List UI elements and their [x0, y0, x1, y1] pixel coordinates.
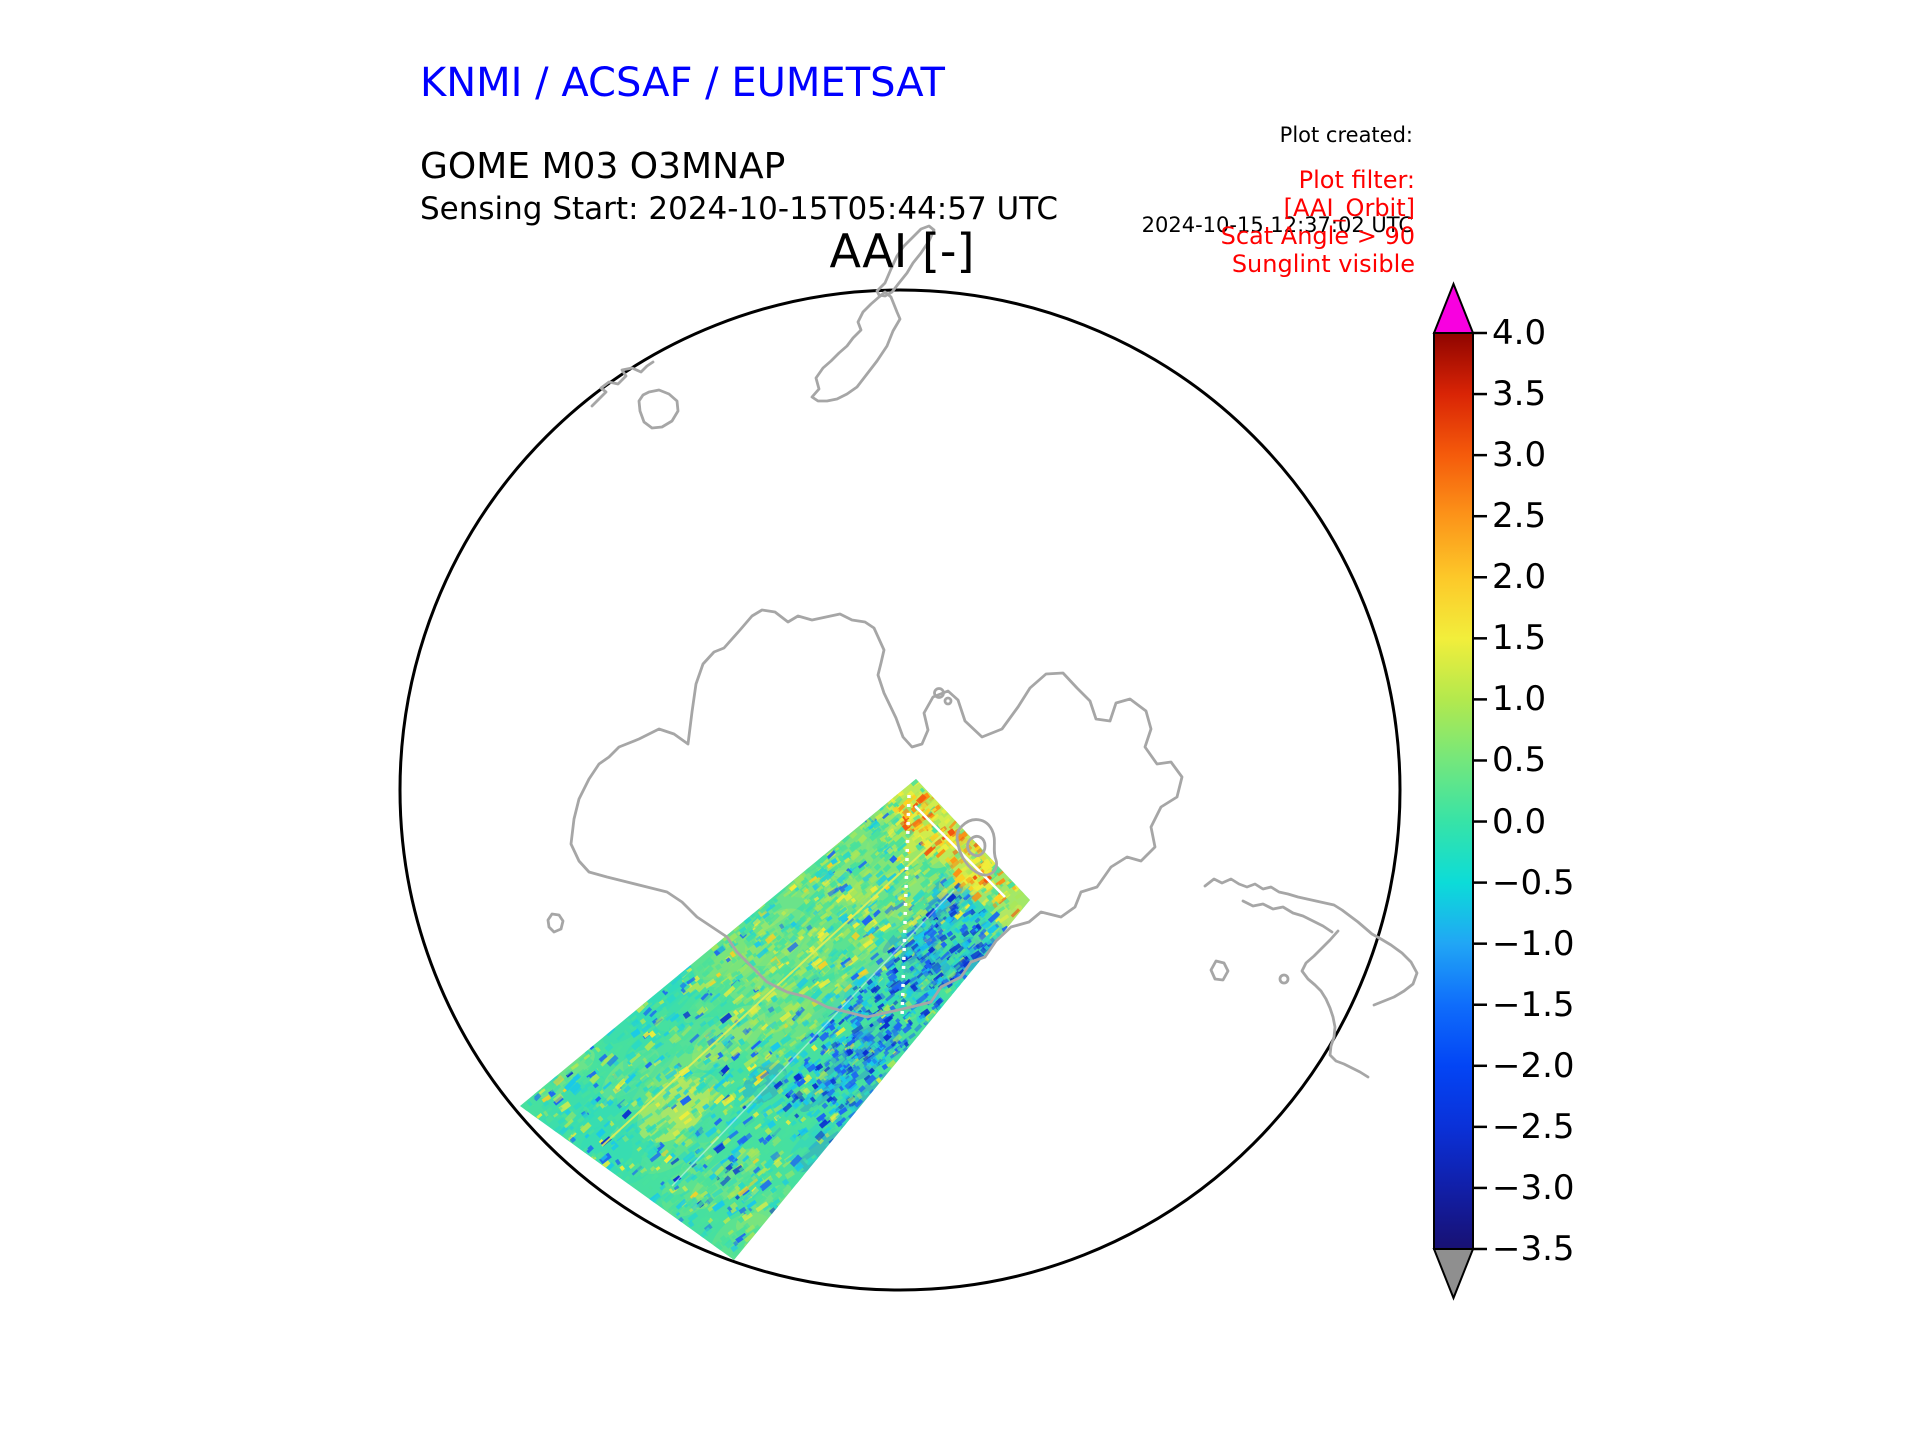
- colorbar-tick-label: 2.0: [1492, 557, 1547, 598]
- colorbar-tick-label: 3.5: [1492, 374, 1547, 415]
- colorbar-ticks: [1473, 331, 1487, 1251]
- coast-australia: [590, 360, 655, 408]
- projection-boundary-circle: [398, 288, 1402, 1292]
- coastlines: [546, 224, 1419, 1079]
- sensing-start-timestamp: Sensing Start: 2024-10-15T05:44:57 UTC: [420, 191, 1058, 227]
- plot-filter-line: Sunglint visible: [1231, 250, 1415, 278]
- colorbar: [1432, 281, 1487, 1301]
- island-dot-1: [933, 687, 945, 699]
- colorbar-tick-label: 3.0: [1492, 435, 1547, 476]
- colorbar-gradient-bar: [1433, 332, 1474, 1250]
- colorbar-tick-label: 0.0: [1492, 801, 1547, 842]
- colorbar-tick-label: 1.5: [1492, 618, 1547, 659]
- coast-magellan-strait: [1241, 899, 1334, 934]
- plot-created-value: 2024-10-15 12:37:02 UTC: [1141, 213, 1413, 237]
- coast-new-zealand-north: [875, 224, 936, 298]
- colorbar-tick-label: 4.0: [1492, 313, 1547, 353]
- cloud-streak-blue: [819, 1158, 882, 1253]
- colorbar-tick-label: −1.5: [1492, 984, 1575, 1025]
- product-name: GOME M03 O3MNAP: [420, 146, 786, 187]
- plot-filter-line: Plot filter:: [1298, 166, 1415, 194]
- colorbar-tick-label: −0.5: [1492, 862, 1575, 903]
- org-title: KNMI / ACSAF / EUMETSAT: [420, 60, 945, 106]
- coast-new-zealand-south: [810, 290, 902, 403]
- colorbar-tick-label: 0.5: [1492, 740, 1547, 781]
- island-dot-3: [1278, 973, 1290, 985]
- scan-seam-yellow: [601, 831, 946, 1147]
- island-falkland: [1209, 959, 1230, 982]
- colorbar-tick-label: −2.5: [1492, 1106, 1575, 1147]
- plot-created-label: Plot created:: [1279, 123, 1413, 147]
- plot-created-block: Plot created: 2024-10-15 12:37:02 UTC: [1142, 60, 1413, 300]
- plot-filter-note: Plot filter: [AAI_Orbit] Scat Angle > 90 Su…: [1221, 166, 1415, 278]
- coast-antarctica: [569, 608, 1184, 1019]
- island-small-west: [546, 912, 565, 934]
- coast-peninsula-island-ring: [955, 818, 998, 877]
- colorbar-tick-label: 2.5: [1492, 496, 1547, 537]
- coast-peninsula-island-inner: [966, 835, 987, 857]
- coast-south-america: [1203, 877, 1419, 1007]
- plot-filter-line: [AAI_Orbit]: [1283, 194, 1415, 222]
- coast-tasmania: [637, 388, 680, 430]
- colorbar-tick-label: −3.5: [1492, 1229, 1575, 1269]
- colorbar-under-arrow: [1432, 1248, 1475, 1301]
- island-dot-2: [943, 696, 953, 706]
- coast-south-america-dip: [1300, 929, 1370, 1079]
- colorbar-tick-label: −1.0: [1492, 923, 1575, 964]
- swath-speckles: [523, 779, 1026, 1258]
- colorbar-over-arrow: [1432, 281, 1475, 334]
- ground-track-dotted: [900, 794, 911, 1019]
- plot-filter-line: Scat Angle > 90: [1220, 222, 1415, 250]
- colorbar-tick-label: −2.0: [1492, 1045, 1575, 1086]
- colorbar-tick-label: −3.0: [1492, 1167, 1575, 1208]
- colorbar-tick-label: 1.0: [1492, 679, 1547, 720]
- map-title: AAI [-]: [829, 224, 975, 278]
- scan-seam-white: [671, 889, 955, 1187]
